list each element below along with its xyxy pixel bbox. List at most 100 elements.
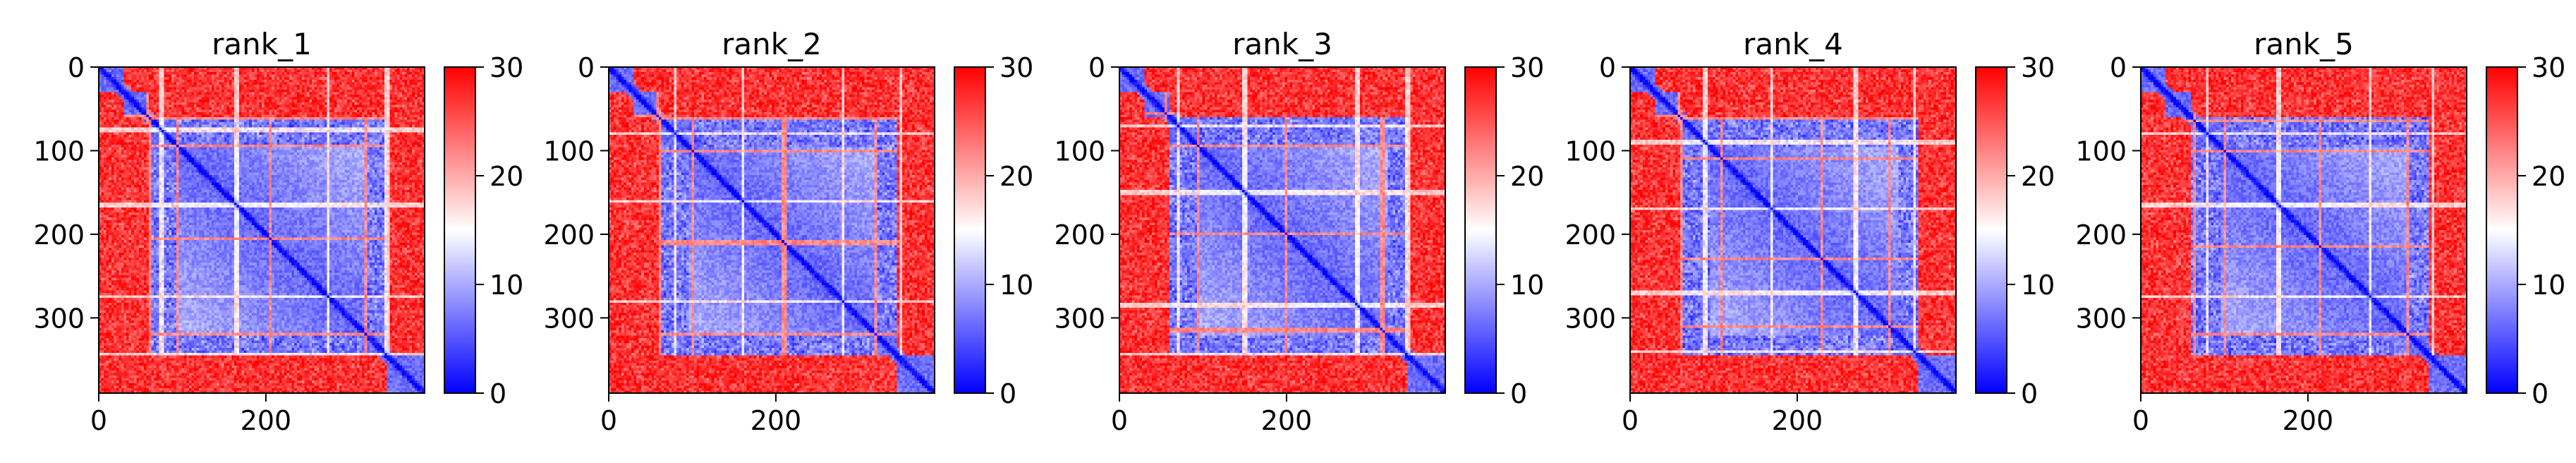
heatmap-cell — [219, 87, 222, 90]
heatmap-cell — [360, 72, 363, 75]
heatmap-cell — [324, 75, 327, 78]
heatmap-cell — [226, 85, 229, 88]
heatmap-cell — [417, 82, 420, 85]
heatmap-cell — [199, 92, 202, 95]
heatmap-cell — [184, 77, 187, 80]
heatmap-cell — [277, 75, 279, 78]
heatmap-cell — [399, 77, 402, 80]
heatmap-cell — [204, 82, 207, 85]
heatmap-cell — [224, 75, 227, 78]
heatmap-cell — [379, 82, 382, 85]
heatmap-cell — [382, 95, 385, 97]
heatmap-cell — [307, 77, 310, 80]
heatmap-cell — [320, 72, 322, 75]
heatmap-cell — [281, 80, 284, 83]
heatmap-cell — [399, 87, 402, 90]
heatmap-cell — [377, 90, 379, 92]
heatmap-cell — [116, 95, 119, 97]
heatmap-cell — [274, 77, 277, 80]
heatmap-cell — [375, 70, 377, 73]
heatmap-cell — [384, 95, 387, 97]
heatmap-cell — [347, 72, 350, 75]
heatmap-cell — [184, 92, 187, 95]
heatmap-cell — [267, 95, 269, 97]
heatmap-cell — [199, 90, 202, 92]
heatmap-cell — [312, 92, 315, 95]
heatmap-cell — [231, 95, 234, 97]
heatmap-cell — [339, 72, 342, 75]
heatmap-cell — [279, 95, 282, 97]
heatmap-cell — [272, 95, 274, 97]
heatmap-cell — [111, 72, 114, 75]
heatmap-cell — [214, 87, 217, 90]
heatmap-cell — [279, 70, 282, 73]
heatmap-cell — [362, 70, 365, 73]
heatmap-cell — [114, 95, 116, 97]
heatmap-cell — [147, 95, 150, 97]
heatmap-cell — [136, 92, 139, 95]
heatmap-cell — [219, 90, 222, 92]
heatmap-cell — [202, 80, 205, 83]
heatmap-cell — [239, 90, 242, 92]
heatmap-cell — [337, 90, 340, 92]
heatmap-cell — [307, 90, 310, 92]
heatmap-cell — [229, 72, 232, 75]
heatmap-cell — [342, 80, 345, 83]
heatmap-cell — [154, 70, 157, 73]
heatmap-cell — [320, 82, 322, 85]
heatmap-cell — [189, 75, 192, 78]
heatmap-cell — [239, 82, 242, 85]
heatmap-cell — [287, 77, 290, 80]
heatmap-cell — [274, 70, 277, 73]
heatmap-cell — [152, 77, 154, 80]
heatmap-cell — [412, 92, 415, 95]
heatmap-cell — [204, 77, 207, 80]
heatmap-cell — [109, 92, 111, 95]
heatmap-cell — [382, 85, 385, 88]
heatmap-cell — [329, 90, 332, 92]
heatmap-cell — [124, 72, 127, 75]
heatmap-cell — [152, 75, 154, 78]
heatmap-cell — [131, 80, 134, 83]
heatmap-cell — [317, 90, 320, 92]
heatmap-cell — [257, 85, 260, 88]
heatmap-cell — [189, 92, 192, 95]
heatmap-cell — [139, 95, 142, 97]
heatmap-cells — [99, 67, 425, 394]
heatmap-cell — [294, 80, 297, 83]
heatmap-cell — [297, 90, 300, 92]
heatmap-cell — [134, 82, 137, 85]
heatmap-cell — [152, 82, 154, 85]
heatmap-cell — [269, 70, 272, 73]
heatmap-cell — [389, 70, 392, 73]
heatmap-cell — [322, 85, 324, 88]
heatmap-cell — [402, 92, 405, 95]
heatmap-cell — [239, 85, 242, 88]
heatmap-cell — [229, 77, 232, 80]
heatmap-cell — [202, 75, 205, 78]
heatmap-cell — [269, 87, 272, 90]
heatmap-cell — [124, 92, 127, 95]
heatmap-cell — [320, 70, 322, 73]
heatmap-cell — [412, 90, 415, 92]
heatmap-cell — [392, 95, 395, 97]
heatmap-cell — [212, 72, 214, 75]
heatmap-cell — [247, 90, 250, 92]
heatmap-cell — [236, 85, 239, 88]
heatmap-cell — [415, 90, 418, 92]
heatmap-cell — [312, 85, 315, 88]
heatmap-cell — [141, 82, 144, 85]
heatmap-cell — [197, 87, 200, 90]
heatmap-cell — [299, 75, 302, 78]
heatmap-cell — [297, 77, 300, 80]
heatmap-cell — [207, 87, 209, 90]
heatmap-cell — [181, 82, 184, 85]
heatmap-cell — [362, 87, 365, 90]
heatmap-cell — [176, 77, 179, 80]
heatmap-cell — [299, 77, 302, 80]
heatmap-cell — [202, 82, 205, 85]
heatmap-cell — [337, 75, 340, 78]
heatmap-cell — [166, 82, 169, 85]
heatmap-cell — [154, 77, 157, 80]
heatmap-cell — [126, 82, 129, 85]
